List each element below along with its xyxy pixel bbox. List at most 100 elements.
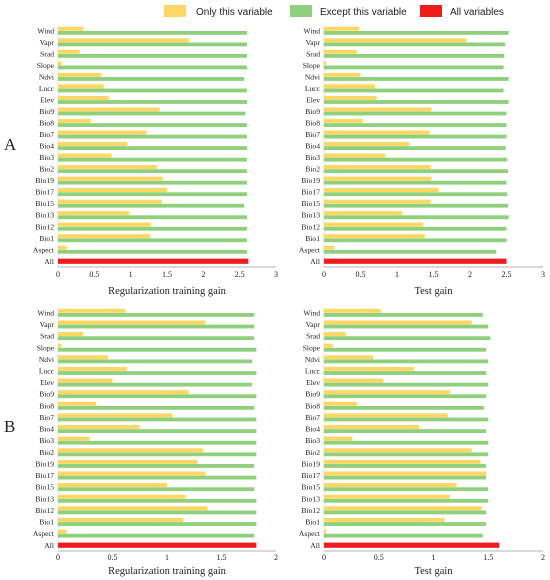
bar-except-this-variable [324, 180, 507, 185]
bar-only-this-variable [324, 425, 420, 429]
bar-except-this-variable [324, 440, 489, 445]
chart-a-training-gain: 0 0.5 1 1.5 2 2.5 3 Regularization training gai… [33, 25, 278, 297]
bar-only-this-variable [324, 130, 430, 135]
y-tick-label: Bio7 [39, 413, 54, 422]
bar-except-this-variable [58, 157, 247, 162]
bar-only-this-variable [324, 61, 327, 66]
bar-all-variables [58, 542, 257, 548]
y-tick-label: Bio2 [39, 165, 54, 174]
bar-only-this-variable [324, 142, 410, 146]
bar-only-this-variable [58, 308, 126, 313]
y-tick-label: Bio8 [305, 401, 320, 410]
bar-except-this-variable [324, 498, 489, 503]
bar-only-this-variable [58, 413, 173, 418]
bar-only-this-variable [58, 211, 130, 216]
chart-b-training-gain: 0 0.5 1 1.5 2 Regularization training gain Win… [33, 307, 278, 577]
bar-except-this-variable [324, 134, 507, 139]
bar-only-this-variable [58, 165, 157, 170]
bar-only-this-variable [324, 378, 384, 383]
bar-only-this-variable [58, 436, 90, 441]
x-tick-label: 2 [274, 553, 278, 562]
bar-only-this-variable [324, 366, 414, 371]
bar-except-this-variable [58, 88, 247, 93]
y-tick-label: Ndvi [39, 355, 54, 364]
bar-except-this-variable [58, 498, 257, 503]
y-tick-label: Lucc [39, 367, 55, 376]
bar-except-this-variable [58, 146, 247, 150]
y-tick-label: Lucc [39, 84, 55, 93]
y-tick-label: Aspect [299, 529, 321, 538]
y-tick-label: Srad [40, 332, 54, 341]
bar-only-this-variable [58, 130, 147, 135]
x-axis-label: Regularization training gain [108, 286, 227, 297]
y-tick-label: Bio13 [35, 211, 54, 220]
bar-only-this-variable [58, 483, 167, 488]
x-tick-label: 2.5 [502, 270, 512, 279]
y-tick-label: Bio13 [35, 494, 54, 503]
bar-except-this-variable [58, 533, 255, 538]
y-tick-label: Bio12 [35, 222, 54, 231]
y-tick-label: Srad [306, 49, 320, 58]
bar-except-this-variable [324, 203, 508, 208]
bar-except-this-variable [324, 417, 489, 422]
y-tick-label: Bio1 [39, 234, 54, 243]
bar-only-this-variable [58, 188, 167, 193]
bar-only-this-variable [324, 38, 467, 43]
x-tick-label: 1.5 [483, 553, 493, 562]
bar-only-this-variable [324, 165, 431, 170]
bar-except-this-variable [58, 371, 257, 375]
panel-label-b: B [4, 417, 15, 436]
y-tick-label: Bio1 [305, 234, 320, 243]
x-tick-label: 1 [395, 270, 399, 279]
y-tick-label: Wind [303, 26, 320, 35]
y-tick-label: Bio9 [305, 390, 320, 399]
x-tick-label: 3 [541, 270, 545, 279]
y-tick-label: Ndvi [305, 355, 320, 364]
x-tick-label: 0.5 [374, 553, 384, 562]
bar-only-this-variable [58, 425, 140, 429]
bar-all-variables [324, 542, 500, 548]
bar-except-this-variable [58, 359, 253, 364]
x-tick-label: 1.5 [162, 270, 172, 279]
bar-except-this-variable [324, 487, 489, 492]
y-tick-label: Bio3 [39, 436, 54, 445]
bar-except-this-variable [324, 510, 487, 515]
y-tick-label: Bio17 [301, 188, 320, 197]
bar-except-this-variable [324, 88, 504, 93]
bar-only-this-variable [58, 448, 203, 453]
bar-only-this-variable [58, 222, 152, 227]
y-tick-label: Aspect [33, 245, 55, 254]
bar-except-this-variable [324, 359, 489, 364]
bar-only-this-variable [324, 332, 346, 337]
bar-except-this-variable [58, 226, 247, 231]
bar-except-this-variable [324, 30, 509, 35]
y-tick-label: Wind [37, 308, 54, 317]
bar-only-this-variable [324, 343, 333, 348]
y-tick-label: Ndvi [39, 72, 54, 81]
y-tick-label: Bio12 [301, 222, 320, 231]
legend-swatch-only [164, 5, 186, 17]
bar-only-this-variable [324, 26, 360, 31]
bar-only-this-variable [324, 401, 357, 406]
bar-only-this-variable [324, 118, 363, 123]
bar-except-this-variable [58, 429, 257, 433]
bar-only-this-variable [324, 308, 381, 313]
bar-only-this-variable [58, 61, 62, 66]
bar-only-this-variable [58, 176, 163, 181]
bar-except-this-variable [58, 475, 257, 480]
bar-except-this-variable [324, 54, 505, 58]
chart-b-test-gain: 0 0.5 1 1.5 2 Test gain Wind Vapr Srad Slope Ndvi L… [299, 307, 545, 577]
bar-except-this-variable [324, 382, 489, 387]
bar-except-this-variable [58, 123, 247, 127]
bar-except-this-variable [324, 405, 484, 410]
bar-except-this-variable [324, 464, 487, 468]
y-tick-label: Vapr [306, 320, 321, 329]
chart-a-test-gain: 0 0.5 1 1.5 2 2.5 3 Test gain Wind Vapr Srad Slope N… [299, 25, 545, 297]
bar-except-this-variable [58, 324, 255, 329]
y-tick-label: Bio17 [35, 188, 54, 197]
y-tick-label: Bio4 [39, 142, 54, 151]
bar-only-this-variable [324, 448, 472, 453]
bar-except-this-variable [58, 440, 257, 445]
y-tick-label: Elev [40, 96, 54, 105]
y-tick-label: Bio19 [35, 459, 54, 468]
